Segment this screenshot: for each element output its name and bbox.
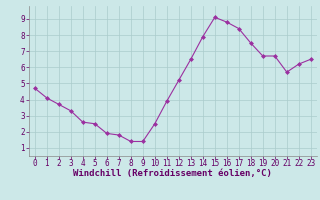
X-axis label: Windchill (Refroidissement éolien,°C): Windchill (Refroidissement éolien,°C) bbox=[73, 169, 272, 178]
